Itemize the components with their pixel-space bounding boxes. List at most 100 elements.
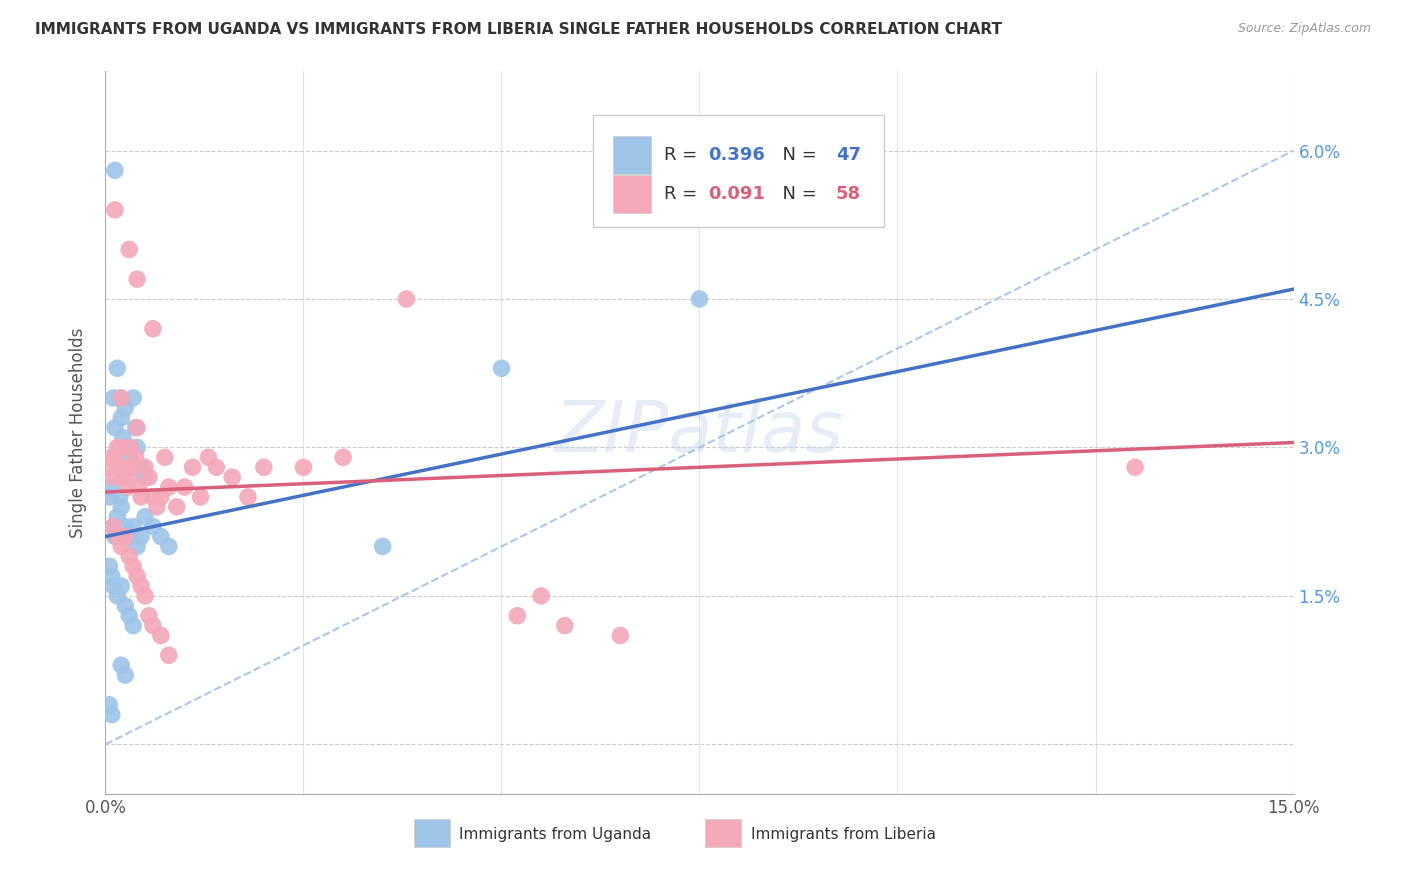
Text: Immigrants from Uganda: Immigrants from Uganda xyxy=(460,827,651,842)
Point xyxy=(142,519,165,533)
Point xyxy=(108,460,131,475)
Point xyxy=(530,589,553,603)
Point xyxy=(118,470,141,484)
Point xyxy=(609,628,631,642)
Point xyxy=(110,500,132,514)
Point xyxy=(114,530,136,544)
Point xyxy=(118,450,141,465)
Point xyxy=(221,470,243,484)
Point xyxy=(103,519,125,533)
Point xyxy=(105,441,128,455)
Point xyxy=(98,698,121,712)
Point xyxy=(129,530,152,544)
Point xyxy=(197,450,219,465)
FancyBboxPatch shape xyxy=(706,819,741,847)
Point xyxy=(142,490,165,504)
Point xyxy=(114,401,136,415)
Text: R =: R = xyxy=(664,146,703,164)
Point xyxy=(149,628,172,642)
Text: 0.091: 0.091 xyxy=(707,185,765,202)
Point xyxy=(110,658,132,673)
Point xyxy=(129,490,152,504)
Point xyxy=(138,470,160,484)
Point xyxy=(127,569,149,583)
Point xyxy=(491,361,513,376)
Point xyxy=(105,530,128,544)
Point xyxy=(101,480,124,494)
Point xyxy=(122,460,145,475)
Point xyxy=(134,509,156,524)
Text: IMMIGRANTS FROM UGANDA VS IMMIGRANTS FROM LIBERIA SINGLE FATHER HOUSEHOLDS CORRE: IMMIGRANTS FROM UGANDA VS IMMIGRANTS FRO… xyxy=(35,22,1002,37)
Point xyxy=(98,460,121,475)
Point xyxy=(149,530,172,544)
Point xyxy=(101,569,124,583)
Point xyxy=(118,243,141,257)
Point xyxy=(103,579,125,593)
Point xyxy=(134,460,156,475)
Point xyxy=(122,391,145,405)
Point xyxy=(506,608,529,623)
Point xyxy=(118,530,141,544)
Point xyxy=(205,460,228,475)
Point xyxy=(124,450,146,465)
Point xyxy=(110,540,132,554)
Point xyxy=(105,589,128,603)
Text: R =: R = xyxy=(664,185,703,202)
Point xyxy=(166,500,188,514)
Text: ZIPatlas: ZIPatlas xyxy=(555,398,844,467)
Point xyxy=(292,460,315,475)
Point xyxy=(236,490,259,504)
Point xyxy=(114,460,136,475)
Point xyxy=(146,500,169,514)
Point xyxy=(157,540,180,554)
Point xyxy=(114,599,136,613)
Point xyxy=(127,420,149,434)
Point xyxy=(104,420,127,434)
Point xyxy=(157,480,180,494)
Point xyxy=(110,579,132,593)
Point xyxy=(101,450,124,465)
Point xyxy=(111,431,134,445)
Point xyxy=(371,540,394,554)
Point xyxy=(122,618,145,632)
Point xyxy=(110,391,132,405)
FancyBboxPatch shape xyxy=(613,175,651,212)
Point xyxy=(120,441,142,455)
Point xyxy=(110,441,132,455)
Point xyxy=(124,420,146,434)
Point xyxy=(153,450,176,465)
Point xyxy=(104,450,127,465)
Point xyxy=(103,391,125,405)
Text: 58: 58 xyxy=(837,185,862,202)
Point xyxy=(138,608,160,623)
Text: N =: N = xyxy=(770,146,823,164)
Point xyxy=(104,163,127,178)
Point xyxy=(395,292,418,306)
Point xyxy=(118,608,141,623)
Point xyxy=(118,549,141,564)
Point xyxy=(149,490,172,504)
Point xyxy=(103,519,125,533)
Point xyxy=(104,202,127,217)
Point xyxy=(127,272,149,286)
Point xyxy=(117,441,139,455)
FancyBboxPatch shape xyxy=(613,136,651,174)
Point xyxy=(129,579,152,593)
Point xyxy=(181,460,204,475)
Point xyxy=(110,410,132,425)
Point xyxy=(127,441,149,455)
FancyBboxPatch shape xyxy=(592,115,883,227)
Point xyxy=(190,490,212,504)
Text: Immigrants from Liberia: Immigrants from Liberia xyxy=(751,827,935,842)
Point xyxy=(117,480,139,494)
Point xyxy=(98,559,121,574)
Point xyxy=(111,470,134,484)
Point xyxy=(127,540,149,554)
Point xyxy=(101,707,124,722)
Point xyxy=(1123,460,1146,475)
Point xyxy=(142,321,165,335)
Point xyxy=(554,618,576,632)
Point xyxy=(108,490,131,504)
Point xyxy=(823,202,845,217)
Point xyxy=(128,480,150,494)
